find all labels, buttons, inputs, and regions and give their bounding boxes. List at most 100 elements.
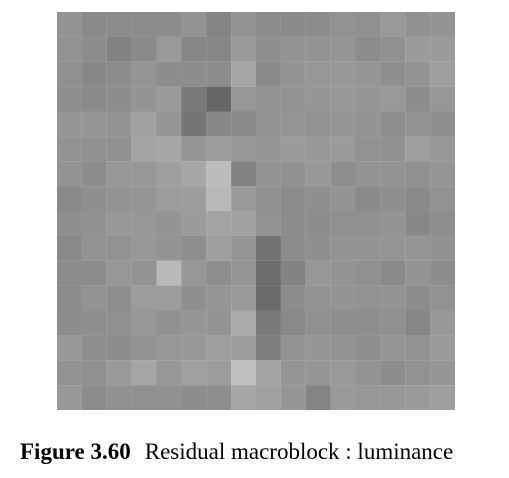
macroblock-pixel: [82, 37, 107, 62]
macroblock-pixel: [356, 136, 381, 161]
macroblock-pixel: [206, 136, 231, 161]
macroblock-pixel: [181, 261, 206, 286]
macroblock-pixel: [132, 136, 157, 161]
macroblock-pixel: [231, 186, 256, 211]
macroblock-pixel: [356, 211, 381, 236]
macroblock-pixel: [107, 12, 132, 37]
macroblock-pixel: [206, 385, 231, 410]
macroblock-pixel: [181, 335, 206, 360]
macroblock-pixel: [57, 236, 82, 261]
macroblock-pixel: [231, 136, 256, 161]
macroblock-pixel: [206, 87, 231, 112]
macroblock-pixel: [356, 161, 381, 186]
macroblock-pixel: [57, 87, 82, 112]
macroblock-pixel: [181, 37, 206, 62]
macroblock-pixel: [206, 236, 231, 261]
macroblock-pixel: [405, 186, 430, 211]
macroblock-pixel: [430, 161, 455, 186]
macroblock-pixel: [157, 261, 182, 286]
macroblock-pixel: [57, 311, 82, 336]
macroblock-pixel: [405, 12, 430, 37]
macroblock-pixel: [405, 136, 430, 161]
macroblock-pixel: [181, 286, 206, 311]
macroblock-pixel: [231, 37, 256, 62]
macroblock-pixel: [430, 360, 455, 385]
macroblock-pixel: [231, 12, 256, 37]
macroblock-pixel: [57, 161, 82, 186]
macroblock-pixel: [430, 311, 455, 336]
macroblock-pixel: [306, 311, 331, 336]
macroblock-pixel: [107, 62, 132, 87]
macroblock-pixel: [82, 236, 107, 261]
macroblock-pixel: [107, 211, 132, 236]
macroblock-pixel: [256, 87, 281, 112]
macroblock-pixel: [281, 62, 306, 87]
macroblock-pixel: [281, 161, 306, 186]
macroblock-pixel: [82, 385, 107, 410]
macroblock-pixel: [181, 186, 206, 211]
macroblock-pixel: [331, 12, 356, 37]
macroblock-pixel: [356, 360, 381, 385]
macroblock-pixel: [57, 261, 82, 286]
macroblock-pixel: [306, 12, 331, 37]
macroblock-pixel: [356, 385, 381, 410]
macroblock-pixel: [107, 236, 132, 261]
macroblock-pixel: [430, 385, 455, 410]
macroblock-pixel: [132, 186, 157, 211]
macroblock-pixel: [181, 385, 206, 410]
macroblock-pixel: [181, 311, 206, 336]
macroblock-pixel: [132, 261, 157, 286]
macroblock-pixel: [430, 12, 455, 37]
macroblock-pixel: [132, 211, 157, 236]
macroblock-pixel: [206, 12, 231, 37]
macroblock-pixel: [57, 360, 82, 385]
macroblock-pixel: [405, 112, 430, 137]
macroblock-pixel: [57, 136, 82, 161]
macroblock-pixel: [206, 186, 231, 211]
macroblock-pixel: [57, 12, 82, 37]
macroblock-pixel: [82, 161, 107, 186]
macroblock-pixel: [430, 112, 455, 137]
macroblock-pixel: [430, 136, 455, 161]
macroblock-pixel: [405, 385, 430, 410]
macroblock-pixel: [430, 286, 455, 311]
macroblock-pixel: [256, 186, 281, 211]
macroblock-pixel: [206, 112, 231, 137]
macroblock-pixel: [256, 261, 281, 286]
macroblock-pixel: [380, 186, 405, 211]
macroblock-pixel: [206, 161, 231, 186]
macroblock-pixel: [157, 236, 182, 261]
macroblock-pixel: [132, 311, 157, 336]
macroblock-pixel: [157, 286, 182, 311]
macroblock-pixel: [306, 37, 331, 62]
macroblock-pixel: [356, 236, 381, 261]
macroblock-pixel: [405, 161, 430, 186]
macroblock-pixel: [281, 87, 306, 112]
macroblock-pixel: [107, 87, 132, 112]
macroblock-pixel: [231, 360, 256, 385]
macroblock-pixel: [281, 136, 306, 161]
macroblock-pixel: [331, 37, 356, 62]
macroblock-pixel: [306, 286, 331, 311]
macroblock-pixel: [231, 236, 256, 261]
macroblock-pixel: [57, 286, 82, 311]
macroblock-pixel: [306, 261, 331, 286]
macroblock-pixel: [132, 286, 157, 311]
macroblock-pixel: [380, 12, 405, 37]
figure-label: Figure 3.60: [20, 439, 131, 464]
macroblock-pixel: [331, 385, 356, 410]
macroblock-pixel: [181, 236, 206, 261]
macroblock-pixel: [82, 186, 107, 211]
macroblock-pixel: [157, 161, 182, 186]
macroblock-pixel: [380, 211, 405, 236]
macroblock-pixel: [306, 112, 331, 137]
macroblock-pixel: [132, 12, 157, 37]
macroblock-pixel: [256, 286, 281, 311]
macroblock-pixel: [132, 161, 157, 186]
macroblock-pixel: [256, 335, 281, 360]
macroblock-pixel: [157, 136, 182, 161]
macroblock-pixel: [281, 236, 306, 261]
macroblock-pixel: [82, 311, 107, 336]
macroblock-pixel: [157, 62, 182, 87]
macroblock-pixel: [132, 112, 157, 137]
